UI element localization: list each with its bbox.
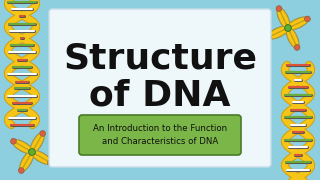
Circle shape: [48, 160, 53, 166]
Ellipse shape: [286, 27, 299, 49]
Circle shape: [305, 16, 310, 22]
Circle shape: [19, 168, 24, 174]
Ellipse shape: [268, 27, 289, 39]
Circle shape: [40, 130, 46, 136]
Circle shape: [294, 44, 300, 50]
Ellipse shape: [287, 17, 308, 29]
Circle shape: [284, 25, 292, 31]
Circle shape: [266, 34, 271, 40]
Circle shape: [276, 6, 282, 12]
Text: An Introduction to the Function
and Characteristics of DNA: An Introduction to the Function and Char…: [93, 124, 227, 146]
Ellipse shape: [20, 151, 33, 171]
Ellipse shape: [13, 140, 33, 153]
FancyBboxPatch shape: [79, 115, 241, 155]
FancyBboxPatch shape: [49, 9, 271, 167]
Text: of DNA: of DNA: [89, 78, 231, 112]
Ellipse shape: [31, 151, 51, 164]
Ellipse shape: [287, 17, 309, 30]
Ellipse shape: [267, 26, 289, 39]
Ellipse shape: [31, 133, 44, 153]
Ellipse shape: [30, 132, 44, 153]
Circle shape: [28, 149, 36, 155]
Ellipse shape: [20, 151, 34, 172]
Circle shape: [11, 138, 16, 144]
Ellipse shape: [277, 8, 289, 29]
Ellipse shape: [287, 27, 299, 48]
Text: Structure: Structure: [63, 41, 257, 75]
Ellipse shape: [277, 7, 290, 29]
Ellipse shape: [31, 150, 52, 165]
Ellipse shape: [12, 139, 33, 154]
